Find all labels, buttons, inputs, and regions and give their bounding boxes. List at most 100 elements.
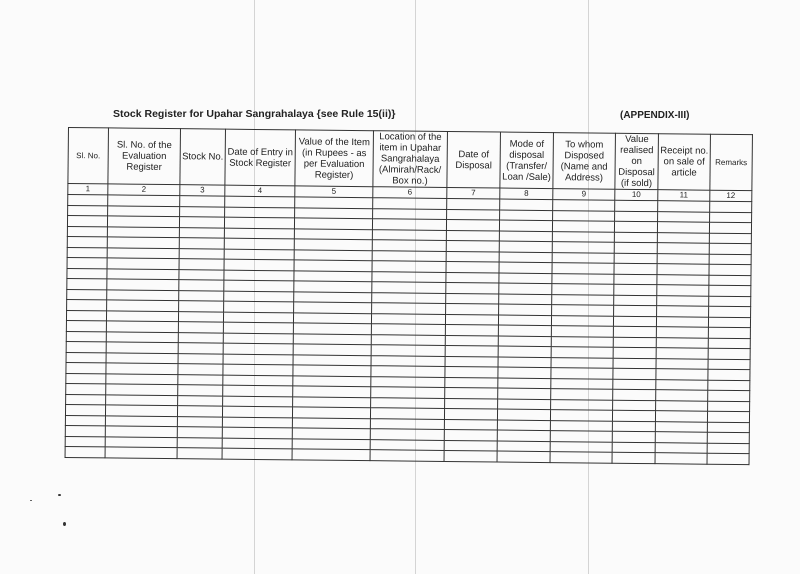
table-cell xyxy=(655,410,708,422)
table-cell xyxy=(106,268,180,280)
table-cell xyxy=(179,248,225,260)
table-cell xyxy=(65,446,106,458)
table-cell xyxy=(222,416,293,428)
table-cell xyxy=(497,377,551,389)
table-cell xyxy=(707,379,750,391)
table-cell xyxy=(293,280,372,293)
table-cell xyxy=(444,450,498,462)
column-number: 10 xyxy=(614,189,658,201)
table-cell xyxy=(224,196,295,208)
table-cell xyxy=(178,321,224,333)
table-cell xyxy=(293,322,372,335)
table-cell xyxy=(497,419,551,431)
table-cell xyxy=(445,324,499,336)
table-cell xyxy=(106,352,179,364)
table-cell xyxy=(105,362,179,375)
column-number: 6 xyxy=(372,186,447,199)
stock-register-table: Sl. No. Sl. No. of the Evaluation Registe… xyxy=(65,127,753,465)
table-cell xyxy=(371,313,446,325)
table-cell xyxy=(292,364,372,377)
table-cell xyxy=(371,355,446,367)
table-cell xyxy=(614,200,658,212)
table-cell xyxy=(222,385,293,397)
table-cell xyxy=(65,383,106,395)
table-cell xyxy=(499,230,553,242)
table-cell xyxy=(445,292,499,305)
table-cell xyxy=(612,378,656,390)
column-number: 9 xyxy=(552,188,615,201)
table-cell xyxy=(223,343,294,355)
table-cell xyxy=(707,411,750,423)
table-cell xyxy=(371,344,446,356)
table-cell xyxy=(222,427,293,439)
table-cell xyxy=(65,414,106,426)
table-cell xyxy=(65,404,106,416)
table-cell xyxy=(446,240,500,252)
table-cell xyxy=(656,274,709,286)
scan-speck xyxy=(30,500,32,501)
table-cell xyxy=(370,376,445,388)
table-cell xyxy=(655,431,708,443)
table-cell xyxy=(612,410,656,422)
table-cell xyxy=(708,316,751,328)
table-cell xyxy=(372,239,447,251)
table-cell xyxy=(613,273,657,285)
table-cell xyxy=(498,304,552,316)
table-cell xyxy=(551,273,614,285)
table-cell xyxy=(177,405,223,417)
table-cell xyxy=(105,373,178,385)
table-cell xyxy=(709,222,752,234)
table-cell xyxy=(370,397,445,409)
table-cell xyxy=(371,334,446,346)
table-cell xyxy=(551,304,614,316)
column-number: 5 xyxy=(294,185,373,198)
table-cell xyxy=(105,394,178,406)
table-cell xyxy=(551,325,614,337)
table-cell xyxy=(498,283,552,295)
table-cell xyxy=(371,323,446,335)
table-cell xyxy=(497,451,551,463)
table-cell xyxy=(656,284,709,296)
table-cell xyxy=(550,409,613,421)
table-cell xyxy=(444,439,498,452)
table-cell xyxy=(708,337,751,349)
table-cell xyxy=(550,420,613,432)
table-cell xyxy=(708,295,751,307)
table-cell xyxy=(655,379,708,391)
table-cell xyxy=(445,334,499,347)
table-cell xyxy=(107,205,180,217)
table-cell xyxy=(445,282,499,294)
table-cell xyxy=(67,205,108,216)
table-cell xyxy=(65,362,107,374)
table-cell xyxy=(612,441,656,453)
table-cell xyxy=(292,396,371,408)
table-cell xyxy=(552,241,615,253)
table-cell xyxy=(444,397,498,410)
table-cell xyxy=(655,442,708,454)
table-cell xyxy=(67,257,108,269)
table-cell xyxy=(294,259,373,272)
table-cell xyxy=(614,231,658,243)
table-cell xyxy=(66,288,107,300)
table-cell xyxy=(655,400,708,412)
table-cell xyxy=(657,253,710,265)
table-cell xyxy=(293,270,373,282)
column-number: 12 xyxy=(709,190,752,202)
table-cell xyxy=(499,251,553,263)
table-cell xyxy=(294,207,373,219)
table-cell xyxy=(67,194,108,206)
table-cell xyxy=(708,327,751,339)
table-cell xyxy=(65,425,106,437)
scan-speck xyxy=(58,494,61,496)
table-cell xyxy=(446,208,500,221)
table-cell xyxy=(223,280,294,292)
table-cell xyxy=(707,358,751,370)
table-cell xyxy=(107,236,180,249)
table-cell xyxy=(65,372,106,384)
table-cell xyxy=(294,238,373,251)
table-cell xyxy=(66,299,107,311)
scan-artifact xyxy=(588,0,589,574)
table-cell xyxy=(499,220,553,232)
table-cell xyxy=(655,452,708,464)
table-cell xyxy=(178,353,224,365)
